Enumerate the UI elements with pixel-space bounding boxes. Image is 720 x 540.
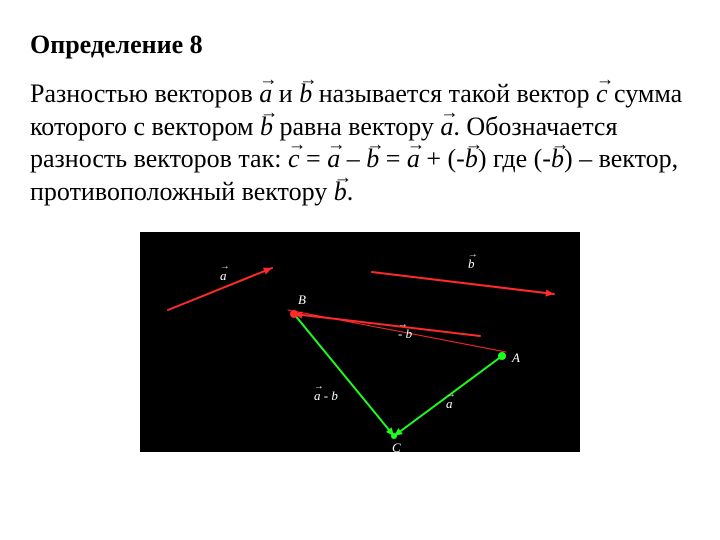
seg1: Разностью векторов <box>30 79 259 108</box>
diagram-container: abB- bAa - baC <box>30 232 690 452</box>
vec-b-1: b <box>299 78 312 111</box>
vec-a-4: a <box>407 143 420 176</box>
vec-c-2: c <box>288 143 300 176</box>
diagram-label: - b <box>398 326 412 342</box>
vec-b-3: b <box>366 143 379 176</box>
diagram-label: A <box>512 350 520 366</box>
diagram-label: a <box>446 396 453 412</box>
definition-paragraph: Разностью векторов a и b называется тако… <box>30 78 690 208</box>
diagram-label: a <box>220 268 227 284</box>
vec-b-5: b <box>551 143 564 176</box>
heading: Определение 8 <box>30 30 690 60</box>
diagram-label: B <box>298 292 306 308</box>
vec-b-2: b <box>260 111 273 144</box>
seg11: ) где (- <box>478 144 551 173</box>
diagram-label: C <box>392 440 401 456</box>
vec-b-4: b <box>465 143 478 176</box>
seg10: + (- <box>420 144 465 173</box>
diagram-label: b <box>468 256 475 272</box>
vector-diagram: abB- bAa - baC <box>140 232 580 452</box>
vec-a-2: a <box>440 111 453 144</box>
vec-b-6: b <box>334 176 347 209</box>
diagram-label: a - b <box>314 388 338 404</box>
diagram-svg <box>140 232 580 452</box>
vec-c-1: c <box>596 78 608 111</box>
